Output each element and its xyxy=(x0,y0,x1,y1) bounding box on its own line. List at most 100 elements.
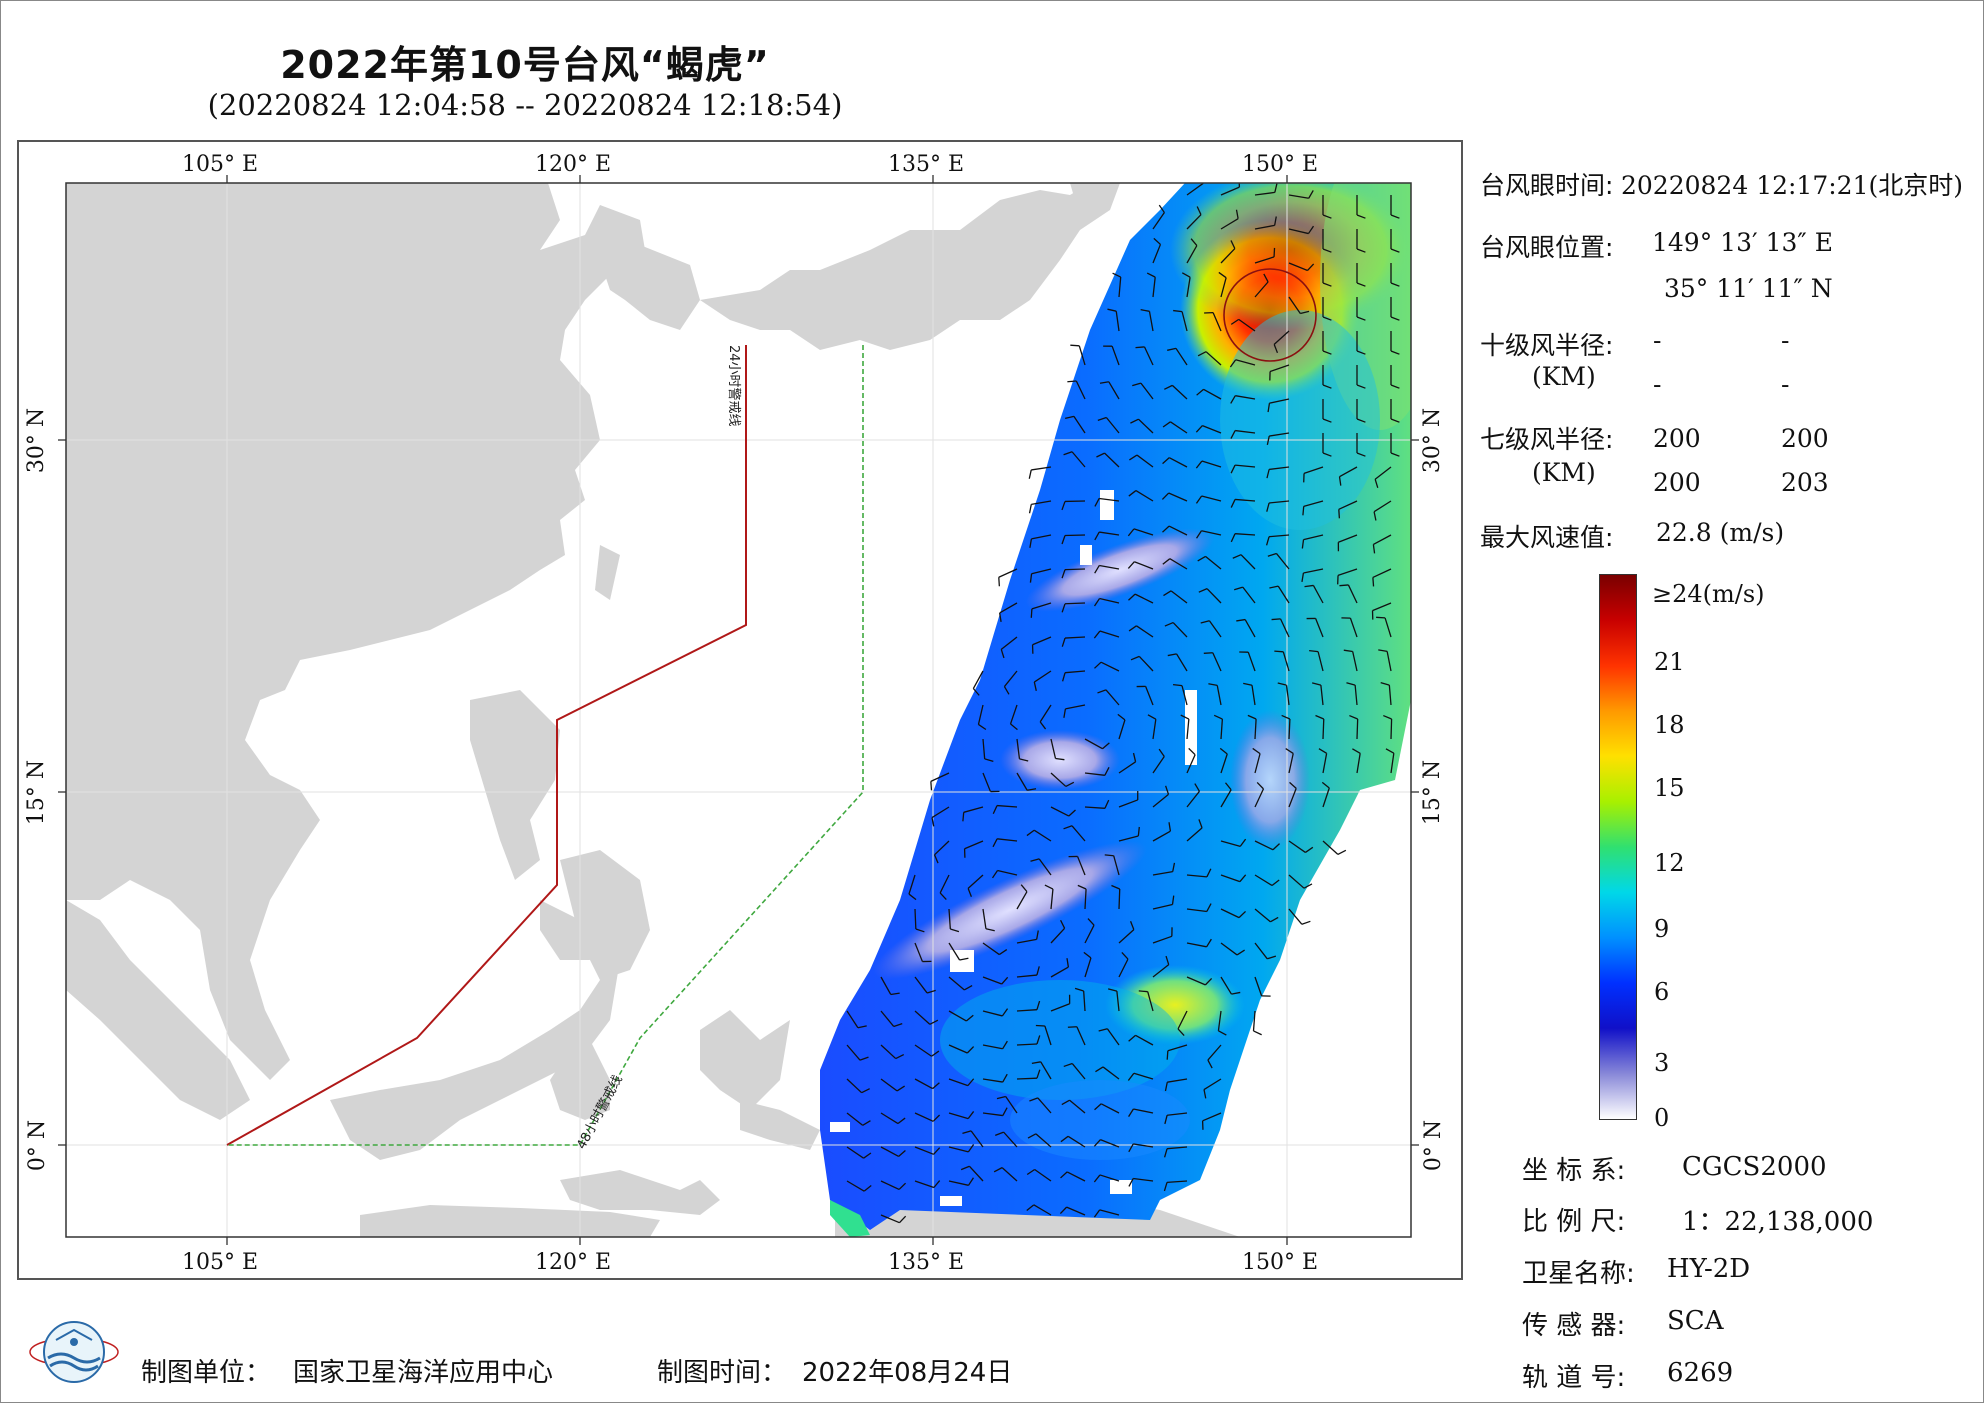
wind-barb-flag xyxy=(1230,395,1236,404)
wind-barb xyxy=(1000,636,1018,650)
wind-barb xyxy=(1152,793,1169,808)
wind-barb-flag xyxy=(863,1152,872,1159)
wind-barb xyxy=(1201,495,1222,502)
wind-barb xyxy=(1373,534,1392,546)
wind-barb xyxy=(1100,1103,1120,1114)
wind-barb-flag xyxy=(1066,958,1070,968)
wind-barb-flag xyxy=(1356,316,1366,321)
wind-barb xyxy=(914,1112,934,1122)
eye-lat-value: 35° 11′ 11″ N xyxy=(1664,274,1833,303)
wind-barb-flag xyxy=(1267,552,1277,557)
wind-barb-flag xyxy=(1158,204,1165,213)
wind-barb xyxy=(1275,553,1290,570)
wind-barb-flag xyxy=(1266,435,1270,445)
wind-barb-flag xyxy=(984,758,994,763)
wind-barb-flag xyxy=(1266,502,1270,512)
wind-barb xyxy=(948,1180,969,1186)
wind-barb-flag xyxy=(896,1085,905,1092)
wind-barb-flag xyxy=(1390,282,1400,287)
wind-barb-flag xyxy=(1098,1028,1108,1032)
wind-barb xyxy=(1235,533,1256,536)
wind-barb xyxy=(1084,738,1103,750)
wind-barb-flag xyxy=(1146,272,1156,278)
wind-barb-flag xyxy=(930,781,933,791)
wind-barb xyxy=(1016,738,1021,759)
wind-barb-flag xyxy=(991,870,999,879)
wind-barb xyxy=(1220,874,1241,883)
wind-barbs xyxy=(846,183,1400,1224)
wind-barb-flag xyxy=(1166,1050,1169,1060)
wind-barb-flag xyxy=(1195,460,1203,469)
r10-value-2: - xyxy=(1781,326,1790,355)
wind-barb xyxy=(1322,787,1330,808)
wind-barb xyxy=(1349,617,1358,638)
wind-barb xyxy=(1033,829,1052,842)
wind-barb-flag xyxy=(1027,788,1037,791)
wind-barb xyxy=(1279,618,1290,638)
wind-barb-flag xyxy=(1060,1171,1068,1179)
wind-barb xyxy=(1118,958,1129,978)
wind-barb xyxy=(1050,927,1066,944)
wind-barb-flag xyxy=(1390,418,1400,423)
wind-barb-flag xyxy=(1061,1099,1070,1106)
wind-barb xyxy=(1099,531,1120,536)
wind-barb xyxy=(1073,415,1086,434)
wind-barb xyxy=(982,1010,1003,1017)
wind-barb xyxy=(1254,788,1265,808)
wind-barb-flag xyxy=(1194,783,1200,792)
sensor-value: SCA xyxy=(1667,1306,1724,1336)
wind-barb-flag xyxy=(1301,572,1305,582)
wind-barb xyxy=(964,840,984,850)
wind-barb xyxy=(846,1112,864,1126)
wind-barb-flag xyxy=(1128,1143,1134,1153)
wind-barb xyxy=(1312,585,1324,604)
wind-barb xyxy=(1031,500,1052,505)
colorbar-label-21: 21 xyxy=(1654,648,1685,676)
wind-barb xyxy=(914,976,928,994)
typhoon-eye-circle[interactable] xyxy=(1223,268,1317,362)
wind-barb-flag xyxy=(1061,672,1066,682)
wind-barb xyxy=(1152,903,1173,910)
wind-barb-flag xyxy=(862,1120,871,1126)
wind-barb xyxy=(1242,586,1256,604)
wind-barb xyxy=(1140,382,1154,400)
wind-barb-flag xyxy=(1093,1209,1101,1218)
wind-barb xyxy=(1147,991,1154,1012)
wind-barb-flag xyxy=(1104,854,1114,857)
wind-barb-flag xyxy=(1208,683,1218,686)
wind-barb-flag xyxy=(1218,1030,1227,1036)
wind-barb-flag xyxy=(1322,316,1332,321)
wind-barb-flag xyxy=(1302,506,1305,516)
wind-barb xyxy=(846,1044,861,1061)
lat-label-right-30: 30° N xyxy=(1420,407,1446,474)
wind-barb-flag xyxy=(996,1095,1006,1100)
wind-barb-flag xyxy=(1224,782,1232,791)
wind-barb-flag xyxy=(1063,451,1073,456)
map-date-label: 制图时间： xyxy=(657,1358,788,1388)
wind-barb xyxy=(1133,1072,1154,1080)
wind-barb xyxy=(998,568,1018,578)
wind-barb xyxy=(1100,1139,1120,1148)
wind-barb xyxy=(1216,685,1222,706)
wind-barb xyxy=(1033,670,1052,683)
wind-barb xyxy=(948,1112,969,1120)
wind-speed-colorbar xyxy=(1599,574,1637,1120)
wind-barb-flag xyxy=(1200,620,1210,624)
wind-barb-flag xyxy=(1027,1133,1037,1139)
wind-barb-flag xyxy=(963,985,973,991)
wind-barb xyxy=(1044,1025,1052,1046)
wind-barb-flag xyxy=(1026,1204,1035,1211)
wind-barb xyxy=(1288,718,1291,740)
warning-line-48h xyxy=(227,345,864,1146)
wind-barb xyxy=(1133,1108,1154,1114)
wind-barb xyxy=(1235,395,1256,400)
wind-barb-flag xyxy=(1203,1089,1207,1099)
wind-barb xyxy=(1186,183,1204,196)
wind-barb-flag xyxy=(1198,819,1203,829)
wind-barb-flag xyxy=(1029,538,1033,548)
wind-barb-flag xyxy=(1338,509,1341,519)
lon-label-bottom-120: 120° E xyxy=(535,1250,612,1275)
wind-barb-flag xyxy=(1230,318,1240,325)
wind-barb-flag xyxy=(1301,920,1311,925)
